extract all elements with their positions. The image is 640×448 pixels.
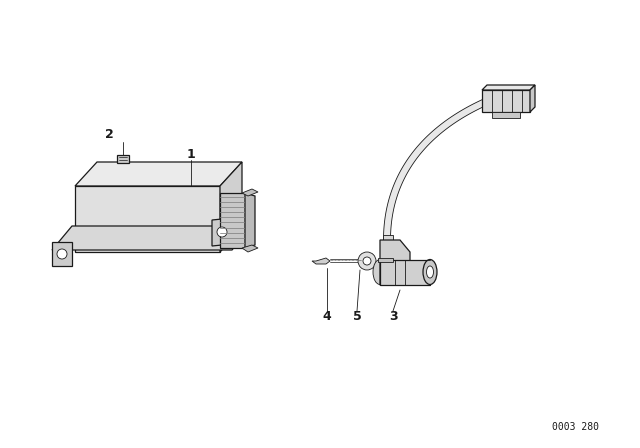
Text: 3: 3 [388,310,397,323]
Text: 2: 2 [104,129,113,142]
Polygon shape [530,85,535,112]
Polygon shape [380,260,430,285]
Polygon shape [378,258,393,262]
Circle shape [217,227,227,237]
Text: 4: 4 [323,310,332,323]
Polygon shape [492,112,520,118]
Polygon shape [220,193,245,248]
Polygon shape [75,186,220,252]
Circle shape [358,252,376,270]
Polygon shape [75,162,242,186]
Polygon shape [383,235,393,255]
Polygon shape [245,193,255,248]
Polygon shape [117,155,129,163]
Polygon shape [242,189,258,196]
Ellipse shape [373,259,387,284]
Ellipse shape [426,266,433,278]
Polygon shape [220,162,242,252]
Text: 0003 280: 0003 280 [552,422,600,432]
Polygon shape [52,226,252,250]
Text: 1: 1 [187,148,195,161]
Polygon shape [380,240,410,285]
Polygon shape [52,242,72,266]
Polygon shape [482,90,530,112]
Polygon shape [212,218,232,246]
Polygon shape [383,97,492,240]
Polygon shape [242,245,258,252]
Polygon shape [482,85,535,90]
Text: 5: 5 [353,310,362,323]
Circle shape [363,257,371,265]
Ellipse shape [423,259,437,284]
Polygon shape [312,258,330,264]
Circle shape [57,249,67,259]
